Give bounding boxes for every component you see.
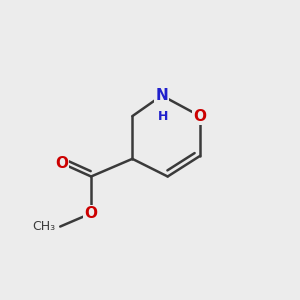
Text: H: H — [158, 110, 168, 123]
Text: O: O — [55, 156, 68, 171]
Text: CH₃: CH₃ — [33, 220, 56, 233]
Text: O: O — [194, 109, 207, 124]
Text: N: N — [155, 88, 168, 103]
Text: O: O — [85, 206, 98, 221]
